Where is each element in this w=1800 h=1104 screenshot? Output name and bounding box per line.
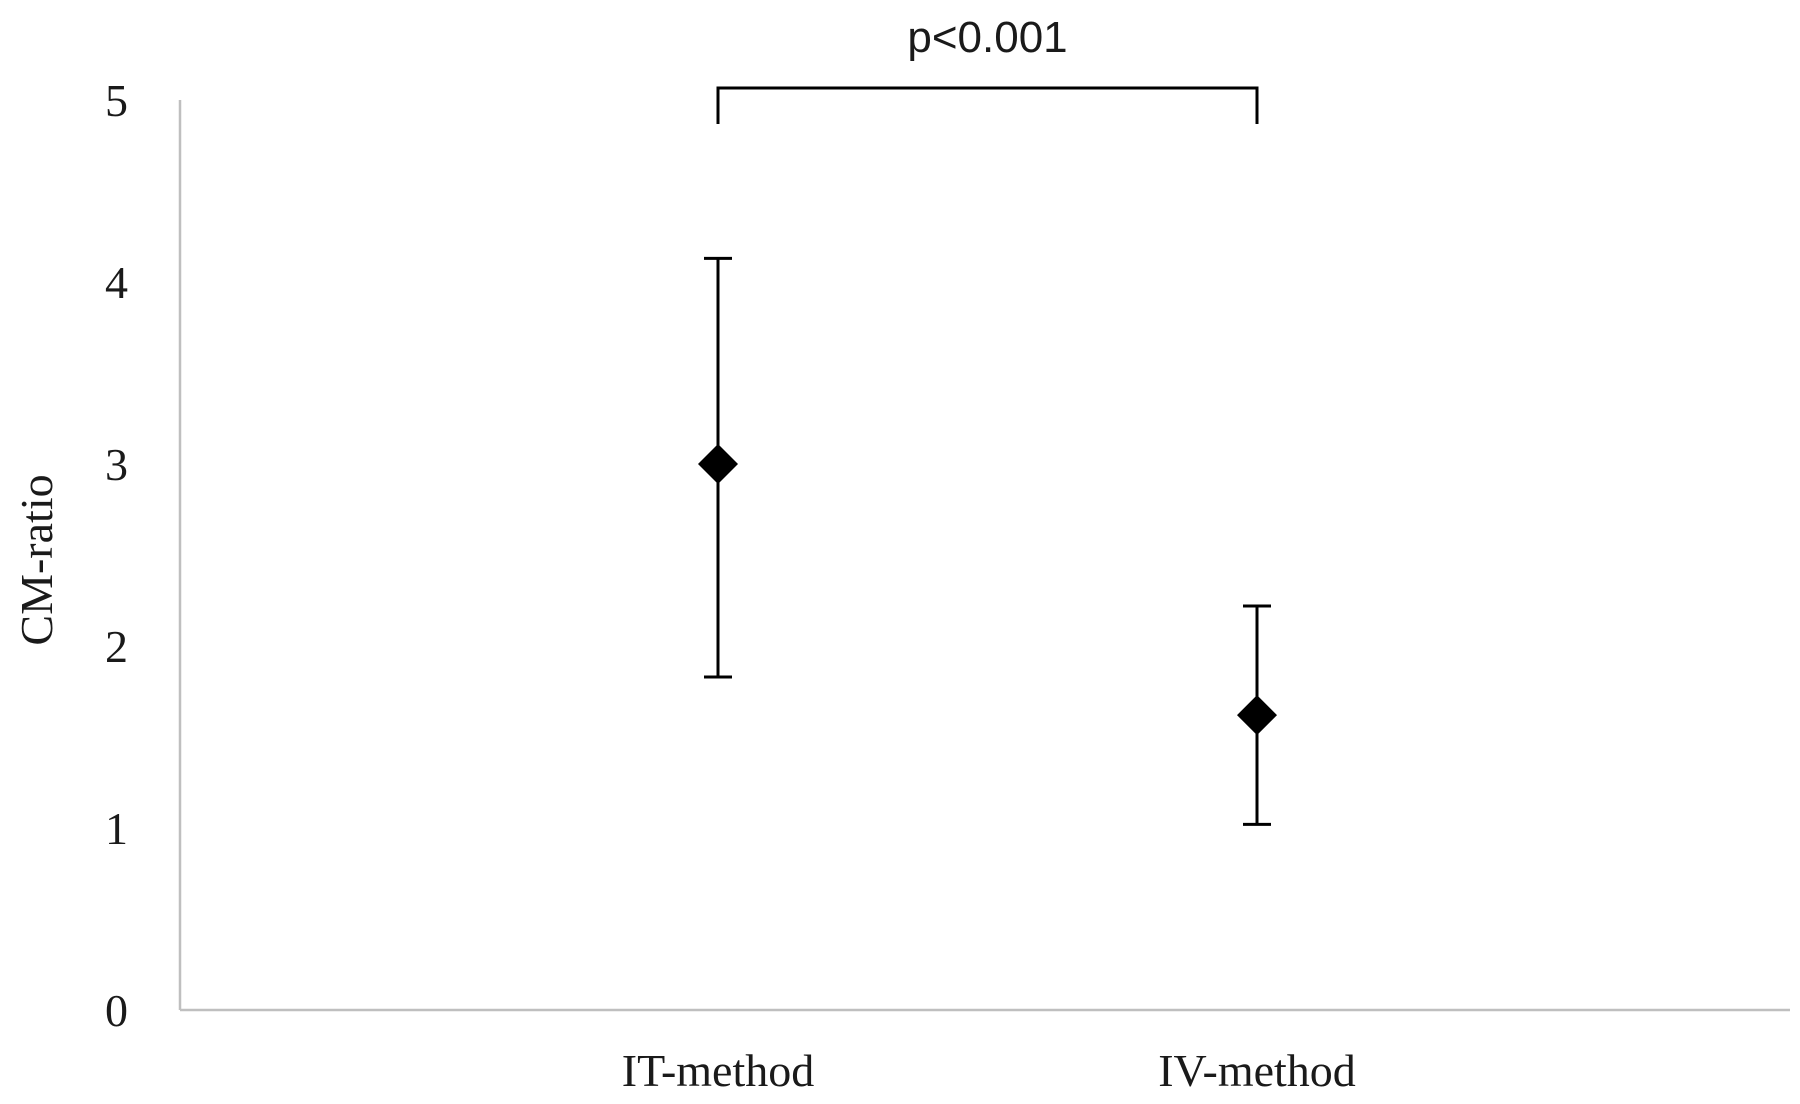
y-tick-label: 2 <box>105 621 128 672</box>
y-tick-label: 5 <box>105 75 128 126</box>
data-point-diamond <box>1237 695 1277 736</box>
x-category-label: IT-method <box>622 1045 815 1096</box>
x-category-labels: IT-method IV-method <box>622 1045 1356 1096</box>
data-point-diamond <box>698 444 738 484</box>
significance-annotation: p<0.001 <box>716 13 1259 124</box>
y-tick-labels: 0 1 2 3 4 5 <box>105 75 128 1036</box>
x-category-label: IV-method <box>1158 1045 1356 1096</box>
y-tick-label: 3 <box>105 439 128 490</box>
y-tick-label: 0 <box>105 985 128 1036</box>
y-axis-title: CM-ratio <box>11 474 62 645</box>
data-points <box>698 444 1277 736</box>
error-bars <box>704 256 1271 826</box>
y-tick-label: 4 <box>105 257 128 308</box>
y-tick-label: 1 <box>105 803 128 854</box>
p-value-label: p<0.001 <box>907 13 1067 62</box>
axes <box>178 100 1790 1012</box>
significance-bracket <box>716 86 1259 124</box>
